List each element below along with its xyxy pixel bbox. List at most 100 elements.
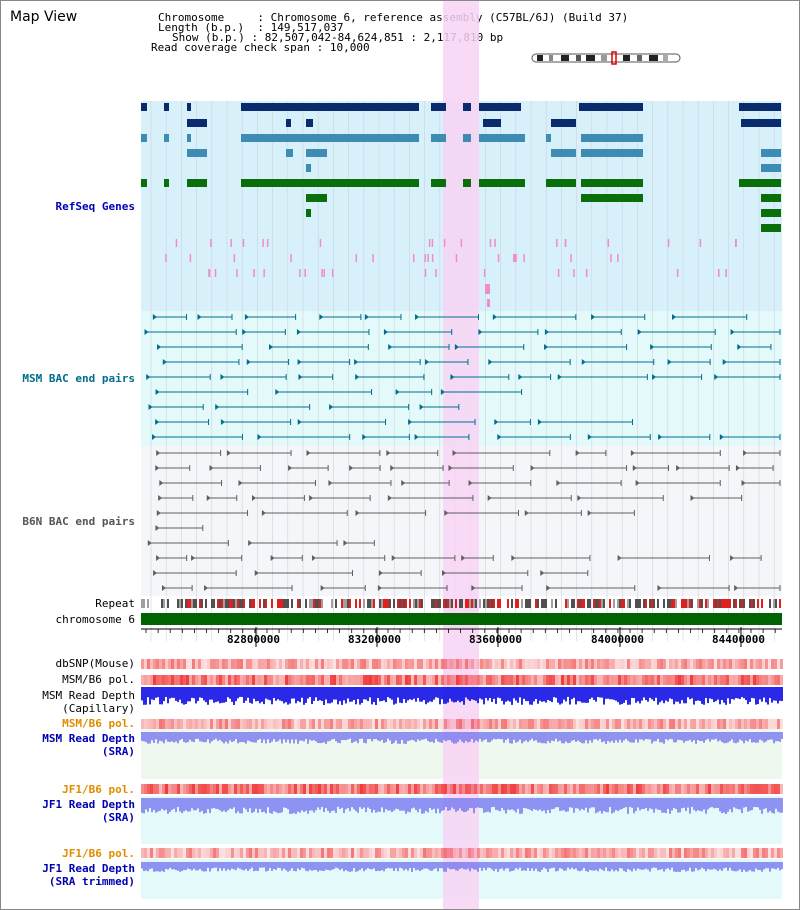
repeat-mark <box>219 599 221 608</box>
read-depth-bar <box>623 798 625 808</box>
read-depth-bar <box>359 732 361 739</box>
msm-bac-pair-end <box>658 434 663 440</box>
pol-heat-cell <box>276 719 279 729</box>
read-depth-bar <box>727 687 729 699</box>
pol-heat-cell <box>600 848 603 858</box>
pol-heat-cell <box>348 675 351 685</box>
read-depth-bar <box>425 687 427 705</box>
read-depth-bar <box>371 732 373 742</box>
msm-bac-pair-end <box>557 374 562 380</box>
read-depth-bar <box>445 862 447 872</box>
read-depth-bar <box>627 798 629 814</box>
pol-heat-cell <box>417 784 420 794</box>
read-depth-bar <box>359 687 361 705</box>
pol-heat-cell <box>396 675 399 685</box>
pol-heat-cell <box>681 848 684 858</box>
read-depth-bar <box>143 862 145 872</box>
pol-heat-cell <box>303 784 306 794</box>
read-depth-bar <box>519 862 521 868</box>
read-depth-bar <box>165 732 167 740</box>
pol-heat-cell <box>384 784 387 794</box>
read-depth-bar <box>735 862 737 872</box>
pol-heat-cell <box>159 659 162 669</box>
pol-heat-cell <box>402 675 405 685</box>
pol-heat-cell <box>567 719 570 729</box>
pol-heat-cell <box>471 784 474 794</box>
read-depth-bar <box>251 687 253 704</box>
read-depth-bar <box>313 862 315 871</box>
read-depth-bar <box>549 798 551 814</box>
read-depth-bar <box>153 798 155 811</box>
pol-heat-cell <box>264 784 267 794</box>
pol-heat-cell <box>321 675 324 685</box>
pol-heat-cell <box>537 659 540 669</box>
pol-heat-cell <box>171 675 174 685</box>
pol-heat-cell <box>339 784 342 794</box>
pol-heat-cell <box>594 675 597 685</box>
read-depth-bar <box>553 798 555 809</box>
read-depth-bar <box>199 862 201 869</box>
pol-heat-cell <box>594 659 597 669</box>
read-depth-bar <box>595 687 597 702</box>
read-depth-bar <box>249 687 251 703</box>
pol-heat-cell <box>597 848 600 858</box>
read-depth-bar <box>281 798 283 813</box>
pol-heat-cell <box>528 848 531 858</box>
read-depth-bar <box>741 687 743 698</box>
track-label-msm-bac[interactable]: MSM BAC end pairs <box>22 372 135 385</box>
pol-heat-cell <box>180 848 183 858</box>
read-depth-bar <box>627 687 629 705</box>
pol-heat-cell <box>402 848 405 858</box>
read-depth-bar <box>643 732 645 741</box>
pol-heat-cell <box>564 784 567 794</box>
pol-heat-cell <box>432 784 435 794</box>
read-depth-bar <box>289 732 291 744</box>
read-depth-bar <box>601 687 603 698</box>
pol-heat-cell <box>231 848 234 858</box>
pol-heat-cell <box>201 784 204 794</box>
read-depth-bar <box>567 732 569 744</box>
pol-heat-cell <box>744 848 747 858</box>
repeat-mark <box>515 599 517 608</box>
pol-heat-cell <box>741 719 744 729</box>
pol-heat-cell <box>225 719 228 729</box>
b6n-bac-pair-end <box>676 465 681 471</box>
read-depth-bar <box>339 862 341 870</box>
read-depth-bar <box>145 687 147 705</box>
pol-heat-cell <box>435 719 438 729</box>
read-depth-bar <box>243 862 245 871</box>
read-depth-bar <box>263 798 265 812</box>
track-label-refseq[interactable]: RefSeq Genes <box>55 200 135 213</box>
read-depth-bar <box>461 732 463 742</box>
pol-heat-cell <box>303 719 306 729</box>
pol-heat-cell <box>339 848 342 858</box>
read-depth-bar <box>661 798 663 813</box>
pol-heat-cell <box>780 675 783 685</box>
repeat-mark <box>479 599 481 608</box>
read-depth-bar <box>551 687 553 703</box>
repeat-mark <box>461 599 463 608</box>
read-depth-bar <box>497 862 499 872</box>
read-depth-bar <box>779 862 781 871</box>
pol-heat-cell <box>228 675 231 685</box>
pol-heat-cell <box>432 848 435 858</box>
pol-heat-cell <box>333 659 336 669</box>
read-depth-bar <box>525 862 527 871</box>
pol-heat-cell <box>171 848 174 858</box>
read-depth-bar <box>177 798 179 808</box>
read-depth-bar <box>531 687 533 705</box>
read-depth-bar <box>535 798 537 810</box>
pol-heat-cell <box>306 659 309 669</box>
refseq-minor-tick <box>513 254 515 262</box>
repeat-mark <box>179 599 181 608</box>
pol-heat-cell <box>720 675 723 685</box>
pol-heat-cell <box>456 784 459 794</box>
pol-heat-cell <box>546 719 549 729</box>
read-depth-bar <box>191 862 193 871</box>
track-label-b6n-bac[interactable]: B6N BAC end pairs <box>22 515 135 528</box>
read-depth-bar <box>311 732 313 741</box>
pol-heat-cell <box>696 784 699 794</box>
read-depth-bar <box>575 732 577 742</box>
read-depth-bar <box>157 862 159 872</box>
